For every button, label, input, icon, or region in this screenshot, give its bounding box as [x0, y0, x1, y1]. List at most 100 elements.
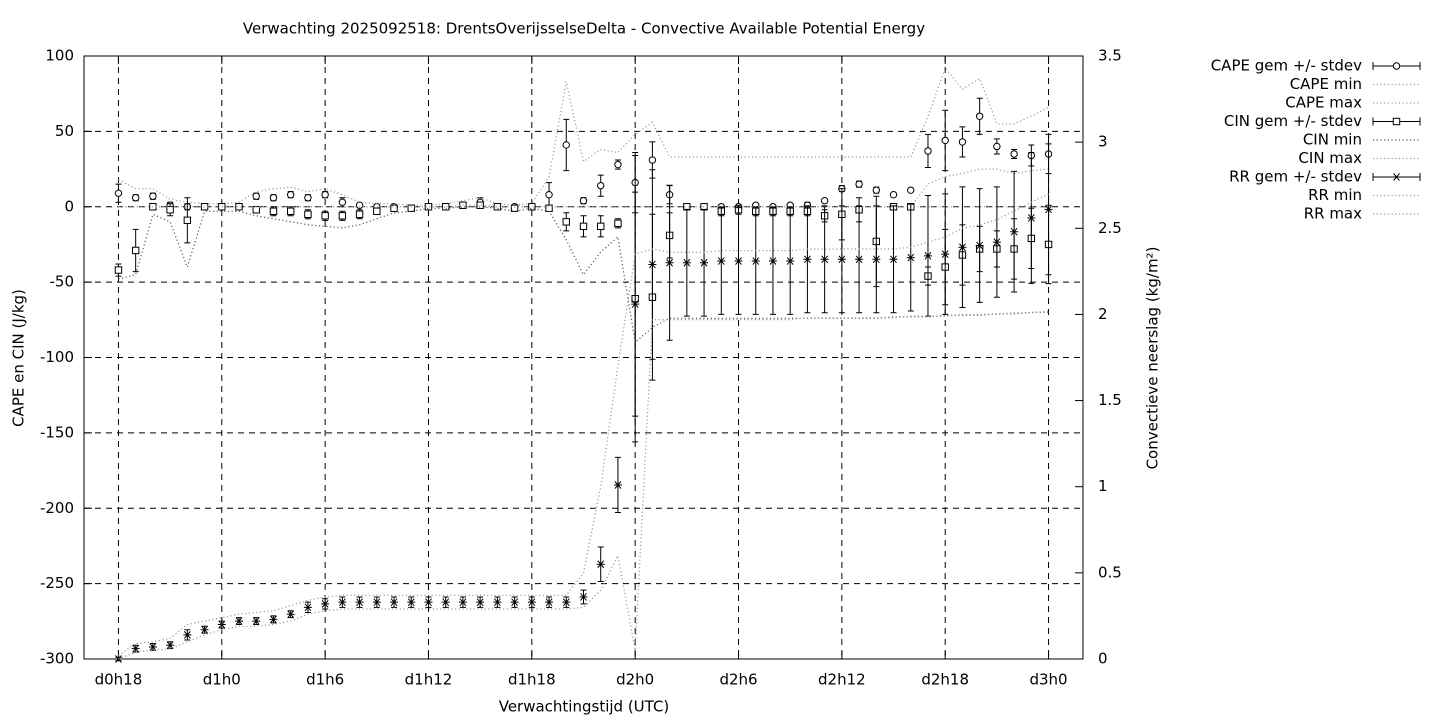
data-point	[149, 192, 157, 200]
data-point	[872, 186, 881, 194]
data-point	[545, 204, 553, 212]
data-point	[166, 206, 174, 214]
data-point	[923, 252, 932, 260]
data-point	[183, 631, 192, 639]
data-point	[975, 112, 984, 121]
y-tick-label: -200	[40, 499, 74, 517]
data-point	[614, 219, 622, 228]
data-point	[924, 147, 932, 155]
data-point	[889, 190, 898, 199]
data-point	[579, 222, 588, 231]
data-point	[820, 255, 829, 264]
data-point	[837, 255, 846, 264]
legend-label: CAPE min	[1290, 75, 1362, 93]
data-point	[114, 189, 123, 197]
data-point	[252, 617, 261, 625]
data-point	[528, 203, 536, 211]
data-point	[596, 560, 605, 569]
data-point	[355, 598, 364, 606]
data-point	[700, 258, 709, 267]
data-point	[855, 255, 864, 264]
data-point	[1044, 205, 1053, 214]
data-point	[424, 203, 433, 211]
data-point	[958, 243, 967, 252]
data-point	[304, 210, 312, 218]
y2-tick-label: 2.5	[1098, 219, 1122, 237]
data-point	[941, 136, 949, 145]
x-axis-label: Verwachtingstijd (UTC)	[499, 698, 670, 716]
data-point	[338, 212, 347, 220]
x-tick-label: d3h0	[1029, 671, 1067, 689]
x-tick-label: d0h18	[95, 671, 143, 689]
data-point	[975, 241, 984, 250]
data-point	[562, 218, 570, 226]
data-point	[906, 253, 915, 262]
data-point	[493, 598, 502, 606]
data-point	[579, 593, 588, 601]
data-point	[786, 257, 795, 265]
data-point	[665, 258, 674, 267]
legend-label: CAPE max	[1285, 94, 1362, 112]
data-point	[545, 190, 553, 199]
y2-tick-label: 0	[1098, 650, 1108, 668]
data-point	[993, 142, 1001, 151]
data-point	[992, 238, 1001, 246]
y2-tick-label: 1.5	[1098, 391, 1122, 409]
plot-frame	[83, 55, 1084, 660]
data-point	[493, 203, 502, 211]
data-point	[820, 197, 829, 205]
data-point	[768, 257, 777, 265]
data-point	[631, 300, 640, 308]
data-point	[166, 641, 175, 650]
data-point	[734, 257, 743, 265]
data-point	[218, 203, 226, 211]
data-point	[1010, 150, 1018, 158]
data-point	[390, 204, 398, 212]
data-point	[286, 207, 295, 215]
data-point	[286, 190, 295, 199]
data-point	[1010, 227, 1019, 236]
y-tick-label: -100	[40, 348, 74, 366]
legend-label: RR max	[1304, 205, 1362, 223]
data-point	[597, 222, 605, 231]
data-point	[131, 644, 140, 653]
data-point	[131, 194, 140, 202]
data-point	[941, 250, 950, 258]
data-point	[338, 598, 347, 606]
range-line	[118, 66, 1049, 206]
data-point	[562, 598, 571, 606]
legend-label: CIN min	[1303, 131, 1362, 149]
x-tick-label: d2h6	[719, 671, 757, 689]
data-point	[510, 204, 519, 212]
data-point	[148, 643, 157, 651]
data-point	[545, 598, 554, 606]
chart-title: Verwachting 2025092518: DrentsOverijssel…	[243, 20, 925, 38]
y-tick-label: 0	[64, 197, 74, 215]
data-point	[614, 160, 622, 169]
data-point	[114, 266, 123, 274]
data-point	[441, 598, 450, 606]
x-tick-label: d2h0	[616, 671, 654, 689]
data-point	[355, 210, 364, 218]
y-tick-label: -150	[40, 423, 74, 441]
data-point	[338, 198, 347, 206]
data-point	[476, 201, 484, 209]
data-point	[321, 190, 329, 199]
data-point	[907, 186, 915, 194]
data-point	[286, 610, 295, 619]
legend-label: RR gem +/- stdev	[1229, 168, 1362, 186]
y2-tick-label: 3.5	[1098, 47, 1122, 65]
x-tick-label: d1h0	[203, 671, 241, 689]
x-tick-label: d1h6	[306, 671, 344, 689]
data-point	[373, 207, 381, 215]
data-point	[372, 598, 381, 606]
data-point	[200, 625, 209, 634]
data-point	[648, 156, 657, 164]
data-point	[303, 603, 312, 612]
data-point	[958, 138, 967, 146]
data-point	[682, 258, 691, 267]
data-point	[235, 203, 243, 211]
data-point	[458, 598, 467, 606]
data-point	[235, 617, 244, 625]
